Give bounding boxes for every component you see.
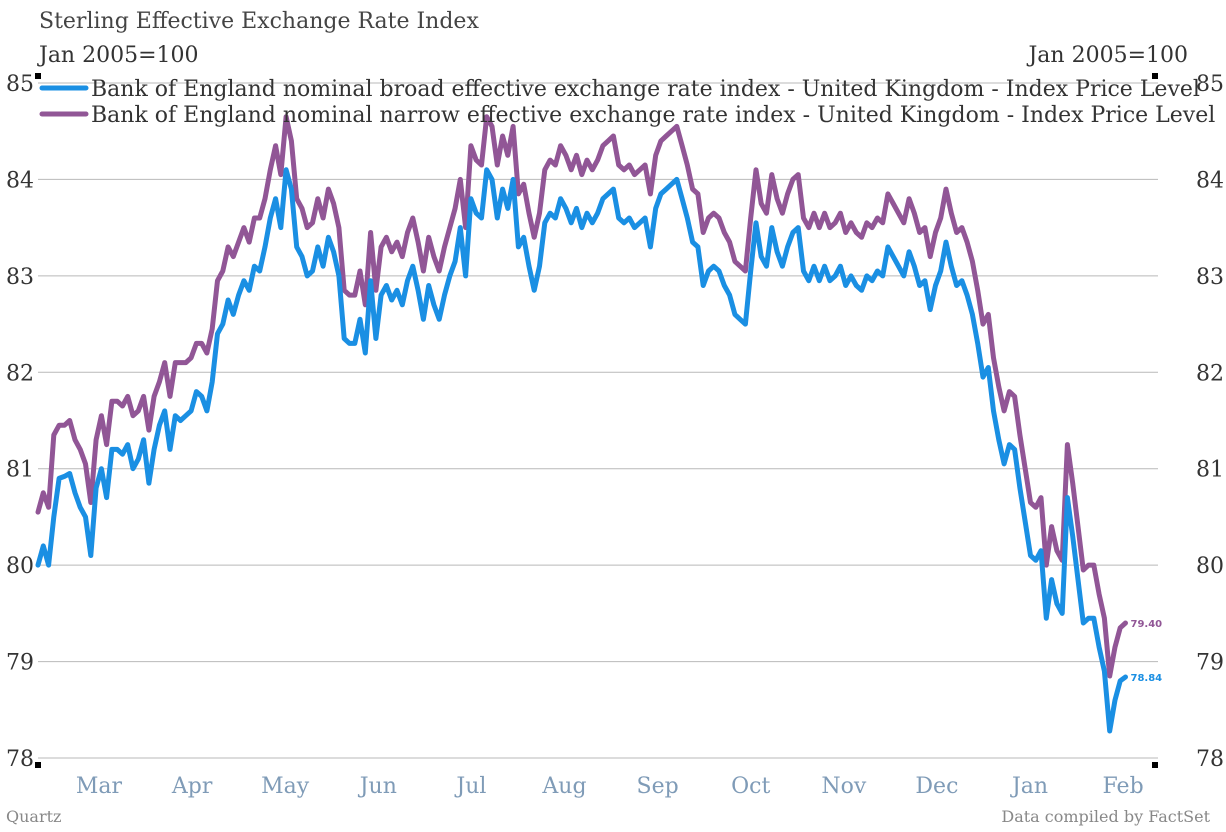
y-tick-left-85: 85	[6, 72, 34, 97]
end-label-broad: 78.84	[1131, 673, 1163, 684]
unit-label-right: Jan 2005=100	[1026, 43, 1188, 68]
legend-label-narrow: Bank of England nominal narrow effective…	[91, 103, 1215, 128]
corner-mark-top-left	[35, 73, 41, 79]
unit-label-left: Jan 2005=100	[37, 43, 199, 68]
y-tick-right-79: 79	[1196, 651, 1224, 676]
source-left: Quartz	[6, 807, 61, 826]
legend-item-broad: Bank of England nominal broad effective …	[39, 77, 1200, 102]
y-tick-left-78: 78	[6, 747, 34, 772]
source-right: Data compiled by FactSet	[1001, 807, 1210, 826]
x-tick-oct: Oct	[731, 774, 770, 799]
y-tick-left-80: 80	[6, 554, 34, 579]
x-tick-sep: Sep	[637, 774, 679, 799]
x-tick-aug: Aug	[541, 774, 586, 799]
x-tick-nov: Nov	[821, 774, 866, 799]
end-label-narrow: 79.40	[1131, 619, 1163, 630]
y-tick-right-78: 78	[1196, 747, 1224, 772]
y-tick-left-84: 84	[6, 168, 34, 193]
x-tick-feb: Feb	[1103, 774, 1144, 799]
x-tick-dec: Dec	[915, 774, 958, 799]
y-tick-right-85: 85	[1196, 72, 1224, 97]
y-axis-left: 78 79 80 81 82 83 84 85	[6, 72, 34, 772]
x-tick-jul: Jul	[454, 774, 486, 799]
y-tick-right-80: 80	[1196, 554, 1224, 579]
y-tick-right-81: 81	[1196, 458, 1224, 483]
gridlines	[38, 82, 1158, 759]
corner-mark-bottom-left	[35, 762, 41, 768]
y-tick-right-82: 82	[1196, 361, 1224, 386]
x-tick-mar: Mar	[76, 774, 123, 799]
x-axis: Mar Apr May Jun Jul Aug Sep Oct Nov Dec Jan Feb	[76, 774, 1144, 799]
plot-corner-marks	[35, 73, 1158, 768]
series-lines	[35, 114, 1128, 734]
legend-label-broad: Bank of England nominal broad effective …	[91, 77, 1200, 102]
x-tick-apr: Apr	[171, 774, 213, 799]
corner-mark-bottom-right	[1152, 762, 1158, 768]
corner-mark-top-right	[1152, 73, 1158, 79]
x-tick-jun: Jun	[358, 774, 397, 799]
series-line-narrow	[35, 114, 1128, 679]
x-tick-jan: Jan	[1010, 774, 1048, 799]
chart-title: Sterling Effective Exchange Rate Index	[39, 9, 479, 34]
y-tick-left-83: 83	[6, 265, 34, 290]
legend: Bank of England nominal broad effective …	[39, 77, 1215, 128]
y-tick-right-84: 84	[1196, 168, 1224, 193]
y-tick-right-83: 83	[1196, 265, 1224, 290]
y-axis-right: 78 79 80 81 82 83 84 85	[1196, 72, 1224, 772]
y-tick-left-79: 79	[6, 651, 34, 676]
legend-item-narrow: Bank of England nominal narrow effective…	[39, 103, 1215, 128]
y-tick-left-82: 82	[6, 361, 34, 386]
series-line-broad	[35, 167, 1128, 734]
y-tick-left-81: 81	[6, 458, 34, 483]
x-tick-may: May	[261, 774, 310, 799]
end-value-labels: 79.40 78.84	[1131, 619, 1163, 684]
